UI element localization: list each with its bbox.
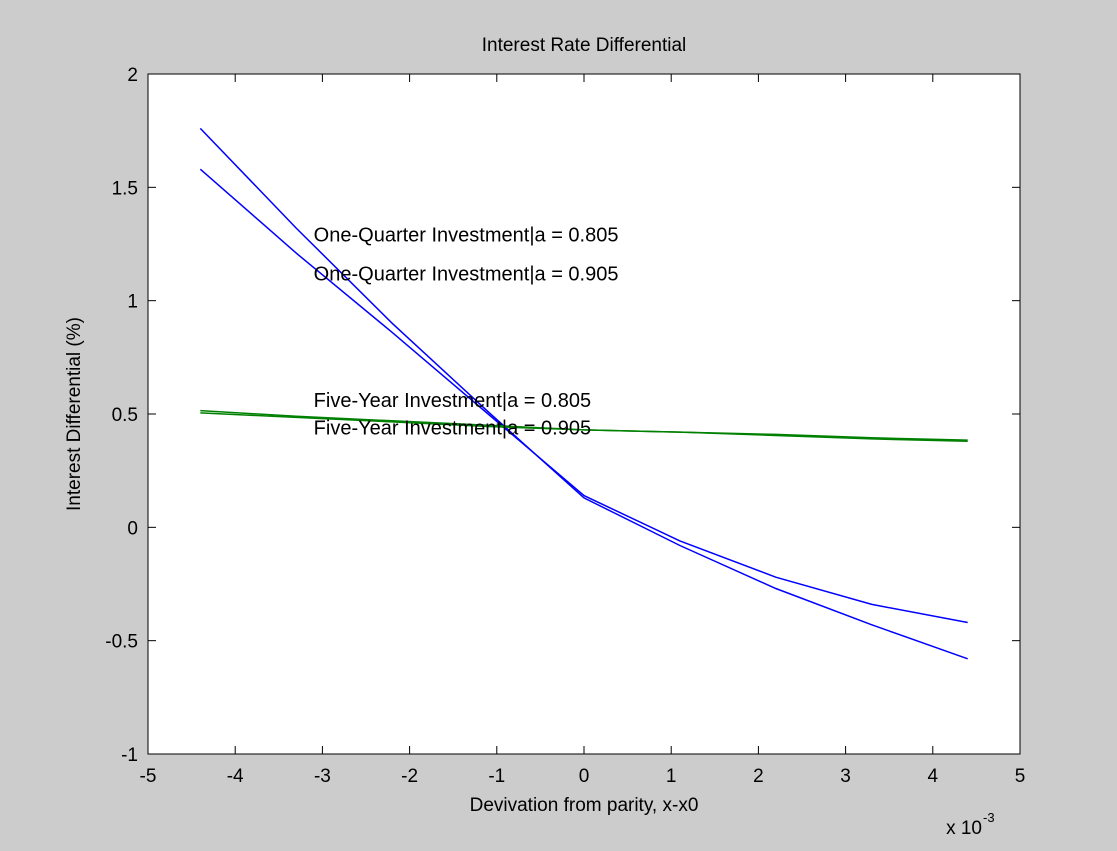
x-tick-label: -2 [401, 766, 418, 787]
x-tick-label: 2 [753, 766, 764, 787]
x-tick-label: -3 [314, 766, 331, 787]
series-lines [199, 127, 968, 660]
annotation-label: Five-Year Investment|a = 0.805 [314, 390, 591, 412]
axis-ticks: -5 -4 -3 -2 -1 0 1 2 3 4 5 -1 -0.5 0 0.5 1 1.5 2 [105, 65, 1025, 787]
x-tick-label: 4 [928, 766, 939, 787]
y-tick-label: 0.5 [112, 405, 138, 426]
annotation-label: One-Quarter Investment|a = 0.905 [314, 263, 619, 285]
plot-background [147, 73, 1021, 755]
x-multiplier-exponent: -3 [983, 810, 995, 825]
series-line [200, 412, 968, 442]
x-tick-label: 1 [666, 766, 677, 787]
annotation-label: One-Quarter Investment|a = 0.805 [314, 225, 619, 247]
series-line [199, 127, 968, 660]
x-tick-label: 3 [840, 766, 851, 787]
chart-title: Interest Rate Differential [482, 35, 687, 56]
y-tick-label: -1 [121, 745, 138, 766]
series-line [199, 168, 968, 624]
y-tick-label: -0.5 [105, 632, 138, 653]
x-axis-label: Devivation from parity, x-x0 [470, 795, 699, 816]
x-tick-label: -5 [140, 766, 157, 787]
annotations: One-Quarter Investment|a = 0.805 One-Quar… [314, 225, 619, 440]
x-multiplier-base: x 10 [946, 818, 982, 839]
x-tick-label: -1 [488, 766, 505, 787]
y-tick-label: 2 [127, 65, 138, 86]
y-tick-label: 1 [127, 292, 138, 313]
x-tick-label: 5 [1015, 766, 1026, 787]
annotation-label: Five-Year Investment|a = 0.905 [314, 417, 591, 439]
y-tick-label: 0 [127, 518, 138, 539]
x-tick-label: 0 [579, 766, 590, 787]
x-tick-label: -4 [227, 766, 244, 787]
y-tick-label: 1.5 [112, 178, 138, 199]
y-axis-label: Interest Differential (%) [64, 317, 85, 511]
